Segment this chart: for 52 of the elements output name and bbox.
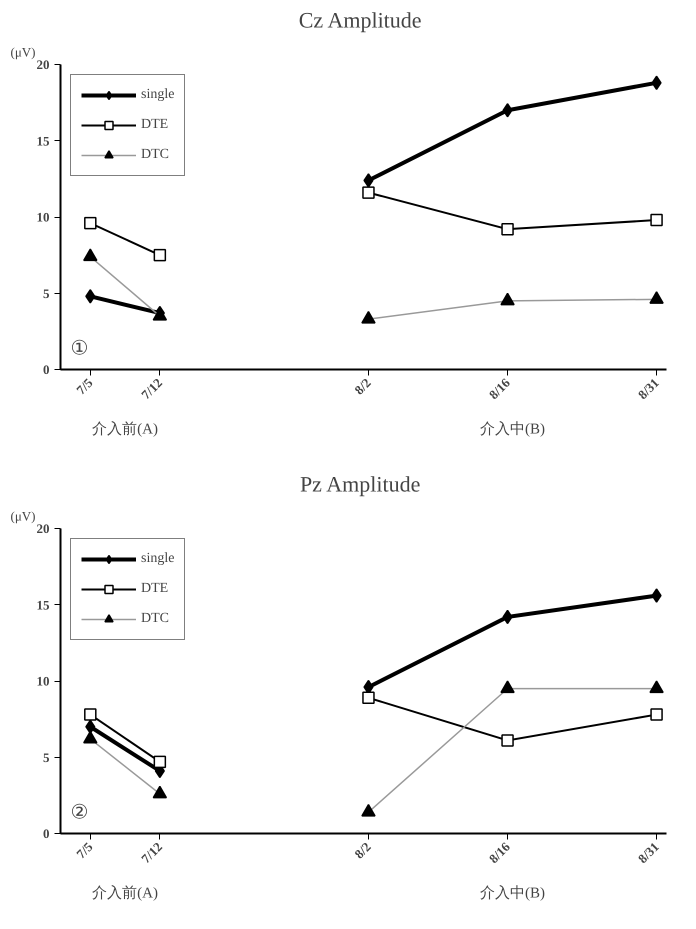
point (85, 720, 96, 734)
y-tick-label: 5 (43, 286, 50, 301)
x-tick-label: 8/31 (634, 839, 662, 866)
point (651, 588, 662, 603)
point (84, 708, 97, 721)
text: 介入前(A) (92, 420, 158, 438)
point (363, 173, 374, 188)
point (501, 222, 514, 236)
text: 介入前(A) (92, 884, 158, 902)
y-tick-label: 15 (36, 133, 50, 148)
y-tick-label: 20 (36, 57, 50, 72)
point (650, 708, 663, 721)
y-tick-label: 0 (43, 826, 50, 841)
x-tick-label: 8/2 (351, 839, 374, 862)
point (362, 692, 375, 704)
legend-label: single (141, 87, 174, 103)
y-tick-label: 10 (36, 674, 50, 688)
point (154, 248, 166, 262)
y-axis-title: (μV) (10, 508, 36, 524)
point (650, 214, 663, 226)
y-tick-label: 20 (36, 521, 50, 536)
text: 介入中(B) (480, 884, 546, 902)
y-axis-title: (μV) (10, 44, 36, 60)
chart-title: Cz Amplitude (298, 8, 422, 32)
legend-label: DTC (141, 611, 169, 627)
y-tick-label: 10 (36, 210, 50, 224)
annotation: ① (70, 338, 88, 360)
point (501, 734, 514, 747)
x-tick-label: 7/12 (138, 839, 166, 866)
text: 介入中(B) (480, 420, 546, 438)
legend-label: DTE (141, 581, 168, 597)
chart-title: Pz Amplitude (300, 472, 420, 496)
point (362, 186, 375, 199)
x-tick-label: 7/5 (73, 838, 96, 862)
point (502, 103, 513, 118)
point (84, 216, 97, 230)
x-tick-label: 7/5 (73, 374, 96, 398)
legend-label: DTE (141, 117, 168, 133)
x-tick-label: 8/16 (486, 838, 514, 866)
point (502, 610, 513, 624)
y-tick-label: 5 (43, 750, 50, 765)
x-tick-label: 7/12 (138, 375, 166, 402)
y-tick-label: 0 (43, 362, 50, 377)
x-tick-label: 8/2 (351, 375, 374, 398)
y-tick-label: 15 (36, 597, 50, 612)
legend-label: DTC (141, 147, 169, 163)
point (651, 76, 662, 90)
legend-label: single (141, 551, 174, 567)
annotation: ② (70, 802, 88, 824)
x-tick-label: 8/16 (486, 374, 514, 402)
point (85, 289, 96, 304)
x-tick-label: 8/31 (634, 375, 662, 402)
